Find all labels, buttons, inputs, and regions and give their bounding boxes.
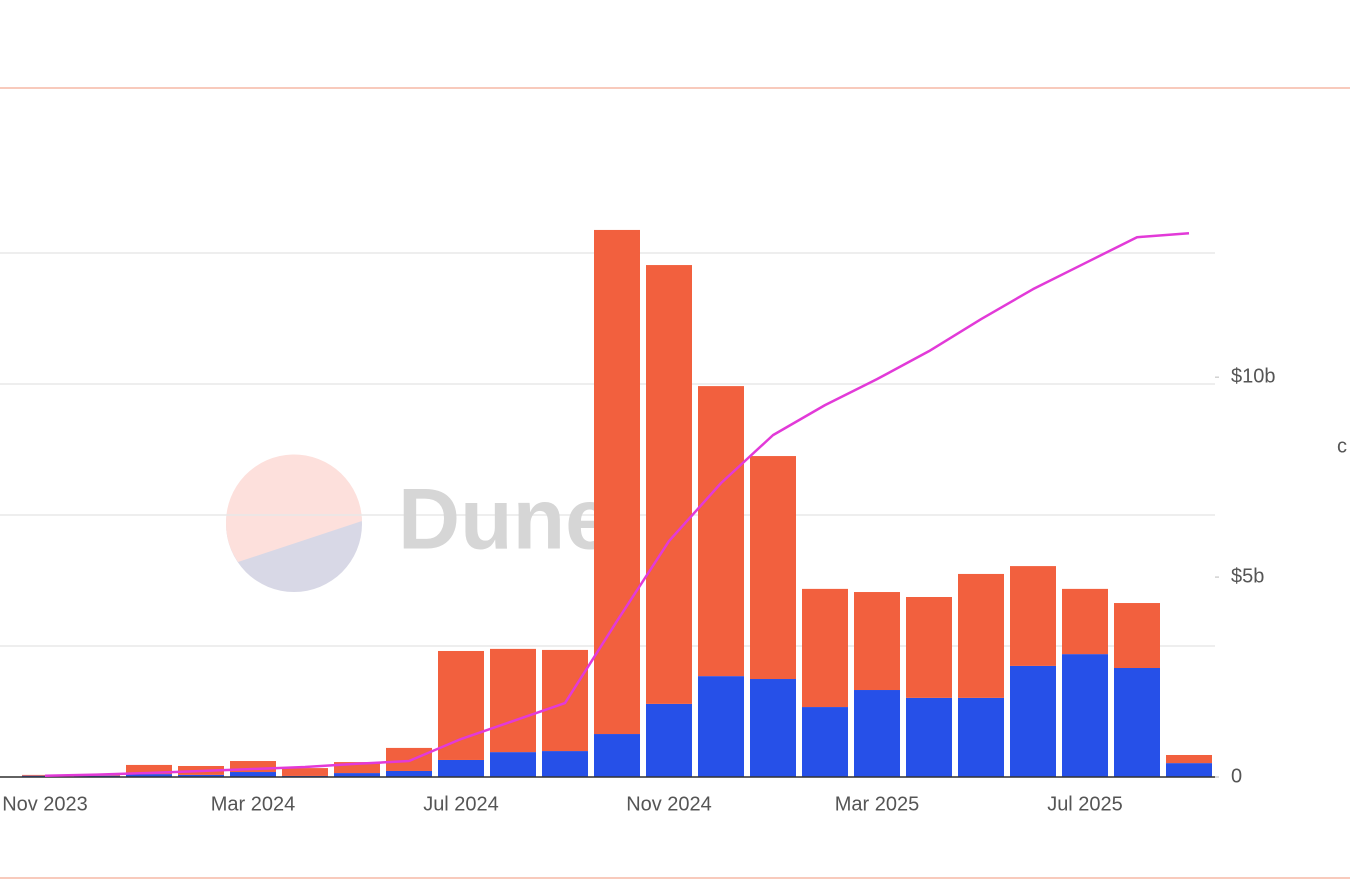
y2-tick-label: $10b [1231,365,1276,387]
bar [750,679,796,777]
bar [906,597,952,698]
bar [334,773,380,777]
watermark-text: Dune [398,472,613,568]
y2-axis-title: c [1337,435,1347,457]
bar [594,734,640,777]
x-tick-label: Nov 2023 [2,793,88,815]
bar [542,751,588,777]
bar [802,588,848,708]
bar [230,772,276,777]
x-tick-label: Jul 2025 [1047,793,1123,815]
bar [1010,665,1056,777]
bar [698,386,744,677]
bar [1062,588,1108,655]
bar [438,759,484,777]
bar [438,650,484,760]
watermark-logo [225,454,362,592]
bar [854,690,900,777]
x-tick-label: Mar 2025 [835,793,920,815]
bar [386,747,432,771]
bar [1166,754,1212,764]
bar [386,770,432,777]
x-tick-label: Jul 2024 [423,793,499,815]
bar [1010,566,1056,666]
bar [958,573,1004,698]
bar [750,456,796,680]
bar [958,697,1004,777]
y2-tick-label: 0 [1231,765,1242,787]
bar [490,648,536,753]
bar [698,676,744,777]
bar [126,774,172,777]
bar [542,649,588,752]
bar [1114,668,1160,777]
x-tick-label: Nov 2024 [626,793,712,815]
bar [1114,603,1160,669]
bar [1166,763,1212,777]
line [44,231,1190,778]
bar [802,707,848,777]
bar [126,764,172,775]
bar [282,768,328,776]
bar [646,265,692,704]
bar [646,703,692,777]
bar [854,592,900,691]
y2-tick-label: $5b [1231,565,1264,587]
x-tick-label: Mar 2024 [211,793,296,815]
bar [230,761,276,773]
bar [490,752,536,777]
bar [178,774,224,777]
bar [906,697,952,777]
bar [334,762,380,774]
bar [594,229,640,735]
bar [1062,654,1108,777]
